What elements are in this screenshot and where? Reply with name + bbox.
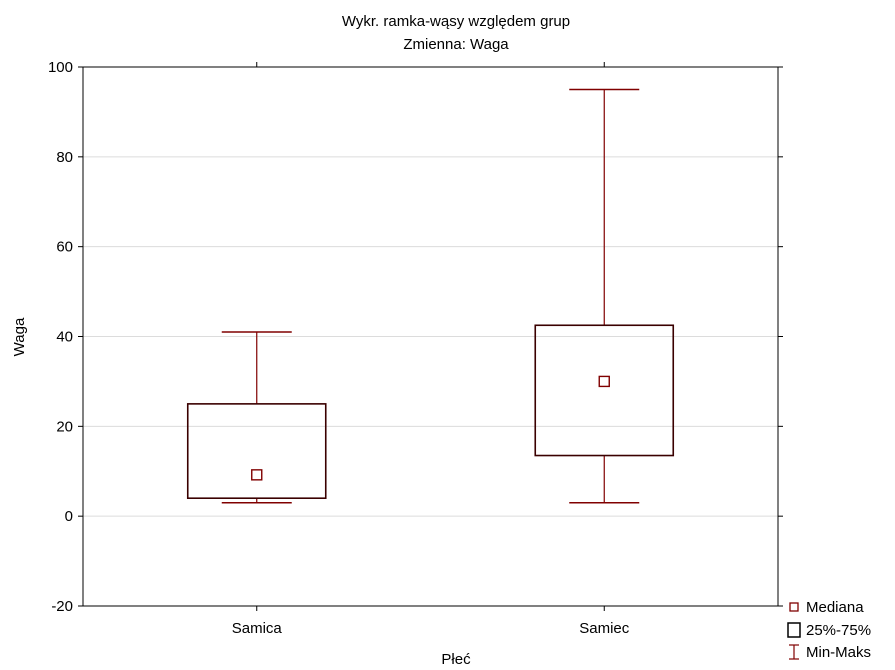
box-samica	[186, 331, 327, 504]
x-tick-label: Samica	[232, 620, 283, 637]
y-tick-label: 80	[56, 149, 73, 166]
y-tick-label: 60	[56, 239, 73, 256]
box-series	[186, 88, 675, 504]
y-axis-ticks: -20 0 20 40 60 80 100	[48, 59, 783, 615]
y-tick-label: 100	[48, 59, 73, 76]
x-axis-label: Płeć	[441, 651, 471, 668]
legend: Mediana 25%-75% Min-Maks	[787, 599, 871, 661]
y-axis-label: Waga	[11, 317, 28, 356]
y-tick-label: 20	[56, 418, 73, 435]
legend-item-median: Mediana	[789, 599, 864, 616]
chart-subtitle: Zmienna: Waga	[403, 36, 509, 53]
legend-label: Min-Maks	[806, 644, 871, 661]
iqr-box	[186, 403, 327, 499]
iqr-box	[534, 324, 675, 457]
grid-lines	[83, 156, 778, 517]
y-tick-label: -20	[51, 598, 73, 615]
box-samiec	[534, 88, 675, 504]
legend-label: Mediana	[806, 599, 864, 616]
y-tick-label: 0	[65, 508, 73, 525]
legend-box-icon	[787, 622, 801, 638]
legend-median-icon	[789, 602, 799, 612]
legend-item-whisker: Min-Maks	[789, 644, 871, 661]
legend-label: 25%-75%	[806, 622, 871, 639]
x-axis-ticks: Samica Samiec	[232, 62, 630, 637]
median-marker	[598, 375, 610, 388]
y-tick-label: 40	[56, 329, 73, 346]
legend-item-box: 25%-75%	[787, 622, 871, 639]
median-marker	[251, 469, 263, 481]
chart-title: Wykr. ramka-wąsy względem grup	[342, 13, 570, 30]
plot-frame	[82, 66, 779, 607]
x-tick-label: Samiec	[579, 620, 630, 637]
